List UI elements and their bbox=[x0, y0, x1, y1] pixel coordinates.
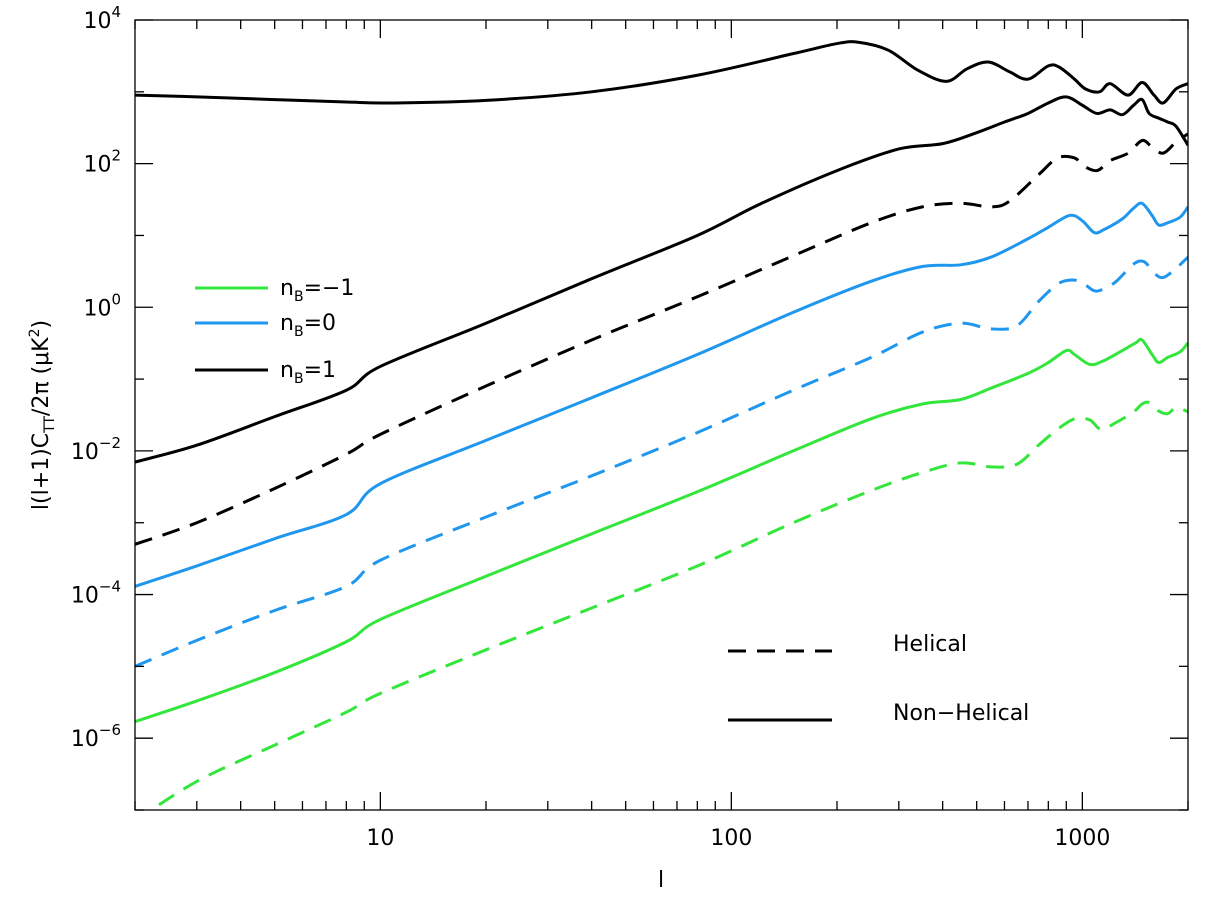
legend-item-nb-1: nB=1 bbox=[195, 358, 336, 387]
y-tick-labels: 10−6 10−4 10−2 100 102 104 bbox=[71, 3, 121, 752]
y-tick-label-5: 104 bbox=[84, 3, 122, 34]
x-tick-labels: 10 100 1000 bbox=[366, 826, 1110, 851]
legend-item-nb-0: nB=0 bbox=[195, 311, 336, 340]
legend-index: nB=−1 nB=0 nB=1 bbox=[195, 276, 354, 387]
legend-label-nb-minus1: nB=−1 bbox=[280, 276, 354, 305]
x-tick-label-100: 100 bbox=[710, 826, 752, 851]
y-axis-title-suffix: /2π (μK bbox=[29, 337, 54, 416]
plot-frame bbox=[134, 19, 1189, 811]
legend-label-nb-0: nB=0 bbox=[280, 311, 336, 340]
y-tick-label-1: 10−4 bbox=[71, 578, 121, 609]
y-axis-title: l(l+1)CTT/2π (μK2) bbox=[27, 320, 58, 510]
y-axis-title-sub: TT bbox=[42, 416, 58, 434]
legend-style: Helical Non−Helical bbox=[728, 632, 1029, 726]
series-line-2 bbox=[135, 132, 1188, 546]
series-line-4 bbox=[135, 255, 1188, 668]
series-line-6 bbox=[148, 400, 1188, 810]
series-line-3 bbox=[135, 201, 1188, 588]
series-line-5 bbox=[135, 337, 1188, 724]
legend-label-nb-1: nB=1 bbox=[280, 358, 336, 387]
x-tick-label-1000: 1000 bbox=[1054, 826, 1110, 851]
y-axis-title-close: ) bbox=[29, 320, 54, 329]
y-tick-label-3: 100 bbox=[84, 290, 122, 321]
series-line-1 bbox=[135, 95, 1188, 464]
y-tick-label-4: 102 bbox=[84, 147, 122, 178]
legend-label-helical: Helical bbox=[893, 632, 967, 657]
axis-ticks bbox=[134, 19, 1189, 811]
y-axis-title-sup: 2 bbox=[27, 328, 43, 337]
y-axis-title-prefix: l(l+1)C bbox=[29, 433, 54, 510]
series-line-0 bbox=[135, 40, 1188, 105]
y-tick-label-0: 10−6 bbox=[71, 721, 121, 752]
legend-label-non-helical: Non−Helical bbox=[893, 701, 1029, 726]
x-tick-label-10: 10 bbox=[366, 826, 394, 851]
x-axis-title: l bbox=[658, 868, 664, 893]
legend-item-nb-minus1: nB=−1 bbox=[195, 276, 354, 305]
legend-item-helical: Helical bbox=[728, 632, 967, 657]
y-tick-label-2: 10−2 bbox=[71, 434, 121, 465]
series-layer bbox=[135, 40, 1188, 810]
legend-item-non-helical: Non−Helical bbox=[728, 701, 1029, 726]
